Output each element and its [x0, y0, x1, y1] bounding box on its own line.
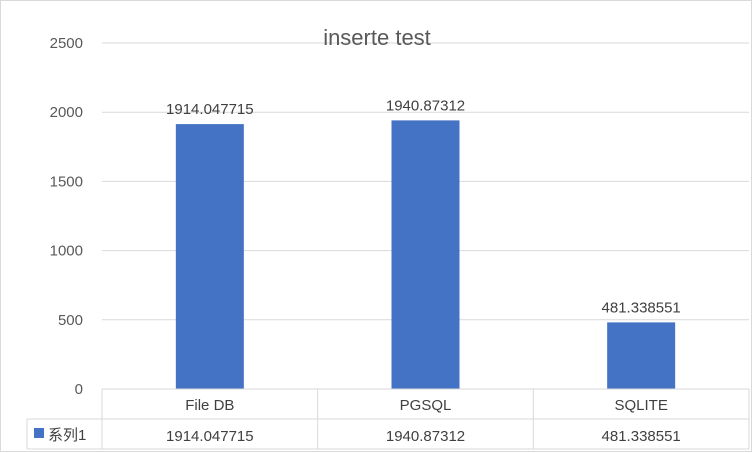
data-labels: 1914.047715 1940.87312 481.338551 — [166, 97, 681, 316]
chart-title: inserte test — [323, 25, 431, 50]
y-tick-label: 1000 — [50, 243, 83, 260]
y-tick-label: 2500 — [50, 35, 83, 52]
data-label: 1914.047715 — [166, 101, 254, 118]
legend-swatch — [34, 428, 44, 438]
data-table: File DB 1914.047715 PGSQL 1940.87312 SQLITE 4… — [26, 388, 750, 450]
y-tick-label: 500 — [58, 312, 83, 329]
x-tick-label: SQLITE — [614, 397, 667, 414]
bar — [391, 120, 460, 389]
y-axis-ticks: 0 500 1000 1500 2000 2500 — [50, 35, 83, 398]
x-tick-label: File DB — [185, 397, 234, 414]
data-label: 481.338551 — [602, 299, 681, 316]
data-label: 1940.87312 — [386, 97, 465, 114]
y-tick-label: 1500 — [50, 173, 83, 190]
bar — [607, 322, 676, 389]
bar — [175, 124, 244, 389]
table-cell-value: 1940.87312 — [386, 428, 465, 445]
table-cell-value: 481.338551 — [602, 428, 681, 445]
legend-series-name: 系列1 — [48, 427, 86, 444]
x-tick-label: PGSQL — [400, 397, 452, 414]
y-tick-label: 0 — [75, 381, 83, 398]
bars — [175, 120, 676, 389]
y-tick-label: 2000 — [50, 104, 83, 121]
table-cell-value: 1914.047715 — [166, 428, 254, 445]
